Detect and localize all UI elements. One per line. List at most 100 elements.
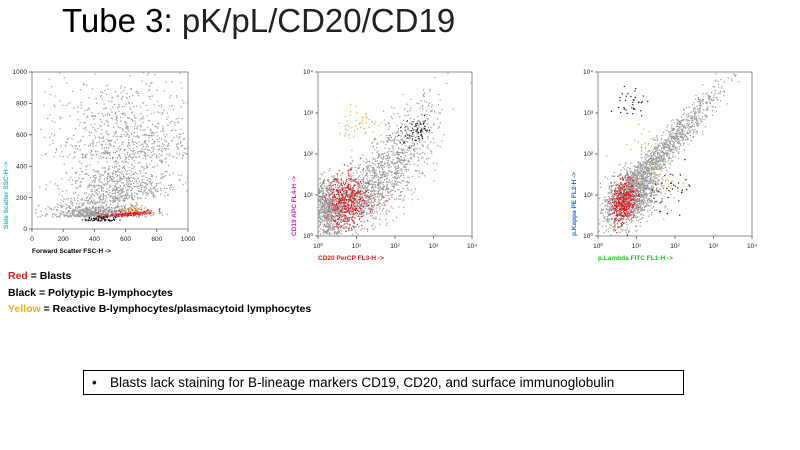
event-point <box>131 153 133 155</box>
event-point <box>141 143 144 145</box>
event-point <box>81 198 83 200</box>
event-point <box>125 103 127 105</box>
event-point <box>394 182 396 184</box>
event-point <box>125 135 127 137</box>
event-point <box>125 169 127 171</box>
event-point <box>352 208 354 210</box>
event-point <box>114 186 116 188</box>
event-point <box>112 196 114 198</box>
event-point <box>337 234 340 236</box>
event-point <box>112 156 114 158</box>
event-point <box>379 177 381 179</box>
event-point <box>110 220 112 222</box>
event-point <box>156 155 158 157</box>
event-point <box>377 150 379 152</box>
event-point <box>342 210 344 212</box>
event-point <box>423 94 425 96</box>
event-point <box>80 212 82 214</box>
event-point <box>373 177 375 179</box>
event-point <box>368 165 370 167</box>
event-point <box>327 190 329 192</box>
event-point <box>115 132 117 134</box>
event-point <box>351 181 353 183</box>
event-point <box>179 178 181 180</box>
event-point <box>65 203 67 205</box>
event-point <box>122 205 124 207</box>
event-point <box>166 112 168 114</box>
event-point <box>66 142 68 144</box>
event-point <box>347 202 349 204</box>
event-point <box>396 177 398 179</box>
event-point <box>416 170 418 172</box>
event-point <box>335 219 337 221</box>
event-point <box>81 204 83 206</box>
event-point <box>97 217 100 220</box>
event-point <box>162 127 164 129</box>
event-point <box>136 193 138 195</box>
event-point <box>81 153 83 155</box>
event-point <box>344 192 346 194</box>
event-point <box>332 195 334 197</box>
event-point <box>141 179 143 181</box>
event-point <box>338 232 340 234</box>
event-point <box>85 173 87 175</box>
event-point <box>113 196 115 198</box>
event-point <box>384 203 386 205</box>
event-point <box>118 197 120 199</box>
event-point <box>348 177 351 180</box>
event-point <box>434 169 436 171</box>
event-point <box>426 129 428 131</box>
event-point <box>323 195 325 197</box>
event-point <box>126 180 128 182</box>
event-point <box>353 205 356 207</box>
event-point <box>84 211 86 213</box>
event-point <box>122 188 124 190</box>
event-point <box>180 174 182 177</box>
x-tick-label: 400 <box>89 236 100 243</box>
event-point <box>106 152 109 154</box>
event-point <box>335 224 337 226</box>
event-point <box>103 207 105 209</box>
event-point <box>373 172 375 174</box>
event-point <box>341 203 343 205</box>
event-point <box>119 136 121 138</box>
event-point <box>418 170 420 172</box>
event-point <box>431 106 433 108</box>
event-point <box>143 181 145 183</box>
event-point <box>117 198 119 200</box>
event-point <box>395 132 397 134</box>
event-point <box>400 198 402 200</box>
event-point <box>85 169 87 171</box>
event-point <box>164 139 166 141</box>
event-point <box>333 180 335 183</box>
event-point <box>377 193 379 195</box>
event-point <box>358 201 361 203</box>
event-point <box>108 147 110 149</box>
event-point <box>409 123 411 125</box>
event-point <box>376 193 378 195</box>
event-point <box>382 181 384 183</box>
event-point <box>339 204 342 206</box>
event-point <box>404 135 406 137</box>
event-point <box>94 184 96 187</box>
event-points <box>318 72 472 238</box>
event-point <box>91 206 94 208</box>
event-point <box>393 149 395 151</box>
event-point <box>368 213 370 215</box>
event-point <box>342 219 344 221</box>
event-point <box>356 195 358 197</box>
event-point <box>375 138 377 140</box>
event-point <box>329 213 331 215</box>
event-point <box>127 177 130 179</box>
event-point <box>357 187 359 189</box>
event-point <box>350 211 352 213</box>
event-point <box>169 174 171 176</box>
event-point <box>131 163 133 165</box>
event-point <box>152 150 154 152</box>
event-point <box>337 191 339 193</box>
event-point <box>187 146 189 148</box>
event-point <box>332 180 335 183</box>
event-point <box>93 185 95 187</box>
event-point <box>98 157 100 159</box>
event-point <box>101 205 103 208</box>
